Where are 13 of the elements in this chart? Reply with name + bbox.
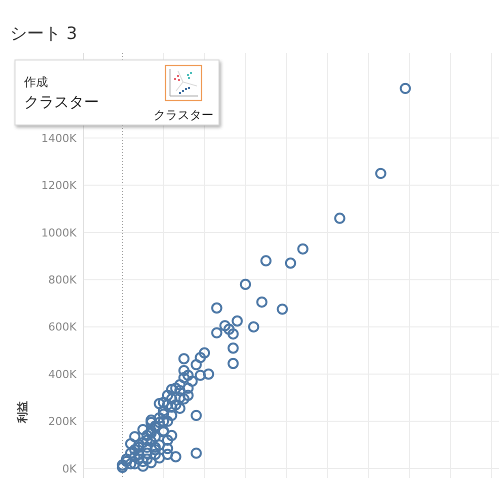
y-tick-label: 400K xyxy=(48,368,78,381)
y-axis-title: 利益 xyxy=(16,401,29,424)
y-tick-label: 200K xyxy=(48,415,78,428)
annotation: クラスター xyxy=(154,108,214,122)
y-tick-label: 800K xyxy=(48,274,78,287)
chart-title: シート 3 xyxy=(10,24,78,44)
y-tick-label: 1000K xyxy=(41,226,78,240)
y-tick-label: 1400K xyxy=(41,132,78,145)
y-tick-label: 600K xyxy=(48,320,78,334)
y-tick-label: 1200K xyxy=(41,179,78,192)
text: 作成 xyxy=(23,75,48,89)
y-tick-label: 0K xyxy=(62,462,78,476)
annotation: クラスター xyxy=(24,93,99,111)
